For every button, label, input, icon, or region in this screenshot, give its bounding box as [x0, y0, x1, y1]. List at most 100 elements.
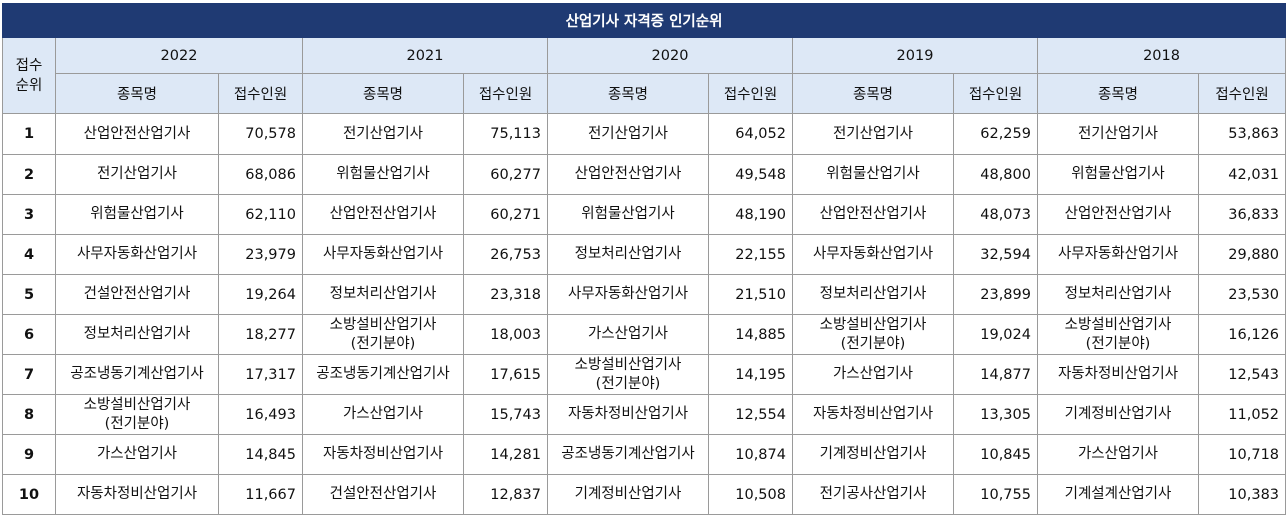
applicant-count-cell: 23,530: [1197, 274, 1287, 315]
exam-name-cell: 공조냉동기계산업기사: [547, 434, 709, 475]
exam-name: 자동차정비산업기사: [812, 406, 934, 422]
exam-name-cell: 가스산업기사: [55, 434, 219, 475]
exam-name-cell: 소방설비산업기사 (전기분야): [55, 394, 219, 435]
applicant-count-cell: 10,718: [1197, 434, 1287, 475]
exam-name-cell: 건설안전산업기사: [55, 274, 219, 315]
rank-header: 접수 순위: [2, 37, 56, 114]
applicant-count-cell: 10,845: [953, 434, 1038, 475]
count-column-header: 접수인원: [218, 73, 303, 114]
exam-name-cell: 산업안전산업기사: [547, 154, 709, 195]
applicant-count-cell: 32,594: [953, 234, 1038, 275]
exam-name: 사무자동화산업기사: [322, 246, 444, 262]
applicant-count-cell: 17,615: [463, 354, 548, 395]
exam-name-cell: 위험물산업기사: [55, 194, 219, 235]
exam-name-cell: 사무자동화산업기사: [1037, 234, 1199, 275]
rank-cell: 9: [2, 434, 56, 475]
ranking-table: 산업기사 자격증 인기순위 접수 순위 2022 2021 2020 2019 …: [1, 3, 1287, 515]
applicant-count-cell: 29,880: [1197, 234, 1287, 275]
exam-name-cell: 전기산업기사: [1037, 113, 1199, 155]
rank-cell: 1: [2, 113, 56, 155]
exam-name: 사무자동화산업기사: [1057, 246, 1179, 262]
exam-name: 산업안전산업기사: [574, 166, 682, 182]
name-column-header: 종목명: [792, 73, 954, 114]
exam-name: 산업안전산업기사: [83, 125, 191, 142]
exam-name: 사무자동화산업기사: [567, 286, 689, 302]
exam-name: 기계정비산업기사: [574, 486, 682, 502]
exam-name: 가스산업기사: [96, 446, 178, 462]
rank-cell: 10: [2, 474, 56, 515]
applicant-count-cell: 14,877: [953, 354, 1038, 395]
applicant-count-cell: 64,052: [708, 113, 793, 155]
exam-name-cell: 자동차정비산업기사: [1037, 354, 1199, 395]
exam-name-cell: 정보처리산업기사: [55, 314, 219, 355]
rank-cell: 5: [2, 274, 56, 315]
count-column-header: 접수인원: [463, 73, 548, 114]
exam-name: 자동차정비산업기사: [322, 446, 444, 462]
applicant-count-cell: 36,833: [1197, 194, 1287, 235]
applicant-count-cell: 23,979: [218, 234, 303, 275]
exam-name: 위험물산업기사: [826, 166, 920, 182]
exam-name-cell: 자동차정비산업기사: [547, 394, 709, 435]
table-row: 7 공조냉동기계산업기사 17,317 공조냉동기계산업기사 17,615 소방설비산업기…: [2, 354, 1287, 395]
year-header: 2021: [302, 37, 548, 74]
exam-name: 전기산업기사: [96, 166, 178, 182]
exam-name: 전기산업기사: [587, 125, 669, 142]
exam-name-subfield: (전기분야): [350, 335, 416, 352]
exam-name-subfield: (전기분야): [104, 415, 170, 432]
exam-name: 정보처리산업기사: [574, 246, 682, 262]
exam-name-cell: 사무자동화산업기사: [792, 234, 954, 275]
exam-name: 전기산업기사: [1077, 125, 1159, 142]
exam-name-cell: 사무자동화산업기사: [55, 234, 219, 275]
applicant-count-cell: 14,845: [218, 434, 303, 475]
applicant-count-cell: 22,155: [708, 234, 793, 275]
exam-name-cell: 정보처리산업기사: [547, 234, 709, 275]
exam-name: 정보처리산업기사: [1064, 286, 1172, 302]
applicant-count-cell: 12,837: [463, 474, 548, 515]
exam-name: 가스산업기사: [342, 406, 424, 422]
rank-cell: 4: [2, 234, 56, 275]
exam-name: 공조냉동기계산업기사: [561, 446, 695, 462]
exam-name: 위험물산업기사: [581, 206, 675, 222]
exam-name-cell: 기계정비산업기사: [792, 434, 954, 475]
exam-name-cell: 가스산업기사: [302, 394, 464, 435]
exam-name-cell: 건설안전산업기사: [302, 474, 464, 515]
exam-name: 자동차정비산업기사: [567, 406, 689, 422]
exam-name: 위험물산업기사: [90, 206, 184, 222]
rank-cell: 2: [2, 154, 56, 195]
exam-name-cell: 기계정비산업기사: [1037, 394, 1199, 435]
exam-name: 위험물산업기사: [1071, 166, 1165, 182]
exam-name-cell: 전기산업기사: [547, 113, 709, 155]
count-column-header: 접수인원: [953, 73, 1038, 114]
applicant-count-cell: 68,086: [218, 154, 303, 195]
applicant-count-cell: 48,190: [708, 194, 793, 235]
applicant-count-cell: 11,667: [218, 474, 303, 515]
exam-name-cell: 위험물산업기사: [547, 194, 709, 235]
exam-name: 가스산업기사: [587, 326, 669, 342]
year-header: 2019: [792, 37, 1038, 74]
exam-name-cell: 자동차정비산업기사: [55, 474, 219, 515]
name-column-header: 종목명: [55, 73, 219, 114]
rank-cell: 6: [2, 314, 56, 355]
exam-name: 산업안전산업기사: [329, 206, 437, 222]
rank-cell: 3: [2, 194, 56, 235]
table-row: 5 건설안전산업기사 19,264 정보처리산업기사 23,318 사무자동화산업기사 21…: [2, 274, 1287, 315]
exam-name-cell: 전기산업기사: [302, 113, 464, 155]
exam-name-cell: 가스산업기사: [547, 314, 709, 355]
applicant-count-cell: 10,508: [708, 474, 793, 515]
name-column-header: 종목명: [302, 73, 464, 114]
applicant-count-cell: 11,052: [1197, 394, 1287, 435]
applicant-count-cell: 17,317: [218, 354, 303, 395]
exam-name: 자동차정비산업기사: [1057, 366, 1179, 382]
rank-cell: 8: [2, 394, 56, 435]
exam-name: 소방설비산업기사: [329, 316, 437, 333]
applicant-count-cell: 14,195: [708, 354, 793, 395]
applicant-count-cell: 18,003: [463, 314, 548, 355]
applicant-count-cell: 16,126: [1197, 314, 1287, 355]
applicant-count-cell: 16,493: [218, 394, 303, 435]
exam-name: 가스산업기사: [1077, 446, 1159, 462]
exam-name-subfield: (전기분야): [840, 335, 906, 352]
applicant-count-cell: 53,863: [1197, 113, 1287, 155]
applicant-count-cell: 21,510: [708, 274, 793, 315]
exam-name-cell: 위험물산업기사: [1037, 154, 1199, 195]
name-column-header: 종목명: [547, 73, 709, 114]
